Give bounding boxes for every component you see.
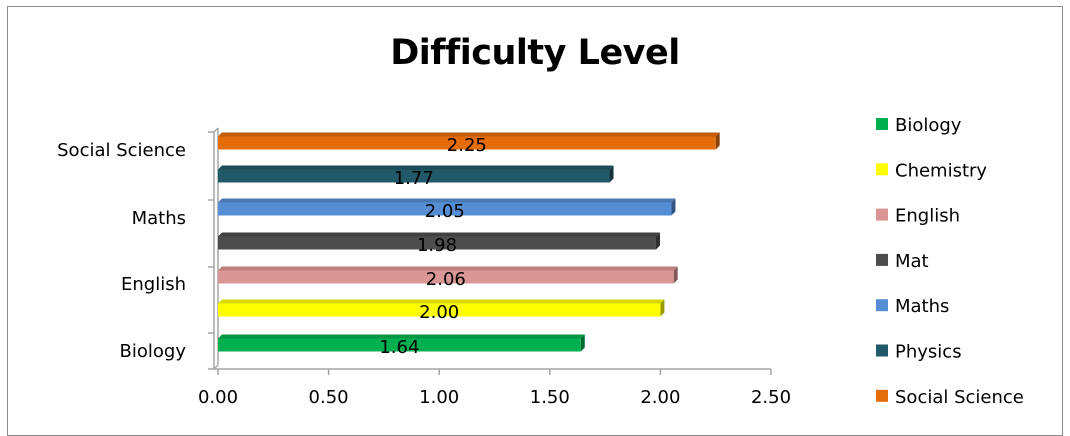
bar-top-face bbox=[218, 266, 678, 271]
legend-item: Biology bbox=[876, 115, 962, 136]
legend-label: Biology bbox=[895, 115, 962, 136]
data-label: 1.77 bbox=[394, 168, 434, 189]
bar-chemistry bbox=[218, 299, 665, 317]
bar-end-face bbox=[671, 198, 676, 216]
data-label: 2.05 bbox=[425, 201, 465, 222]
legend-item: Social Science bbox=[876, 387, 1024, 408]
legend-item: Physics bbox=[876, 342, 962, 363]
bar-end-face bbox=[673, 266, 678, 284]
legend-label: Physics bbox=[895, 342, 962, 363]
bar-top-face bbox=[218, 165, 614, 170]
bar-end-face bbox=[655, 232, 660, 250]
x-tick-label: 2.50 bbox=[751, 387, 791, 408]
y-axis-top-edge bbox=[213, 127, 219, 133]
bar-top-face bbox=[218, 334, 585, 339]
axes bbox=[208, 127, 772, 375]
x-tick-labels: 0.00 0.50 1.00 1.50 2.00 2.50 bbox=[198, 387, 791, 408]
legend-label: Social Science bbox=[895, 387, 1024, 408]
bar-end-face bbox=[609, 165, 614, 183]
bar-front-face bbox=[218, 136, 716, 150]
x-tick-label: 1.50 bbox=[530, 387, 570, 408]
bar-chart: 1.642.002.061.982.051.772.25 0.00 0.50 1.0… bbox=[57, 115, 1024, 408]
y-tick-label: Maths bbox=[132, 208, 186, 229]
bar-front-face bbox=[218, 169, 610, 183]
bar-top-face bbox=[218, 198, 676, 203]
bar-mat bbox=[218, 232, 660, 250]
y-tick-labels: Biology English Maths Social Science bbox=[57, 140, 186, 362]
y-tick-label: English bbox=[121, 274, 186, 295]
legend: Biology Chemistry English Mat Maths Physics So… bbox=[876, 115, 1024, 408]
legend-swatch bbox=[876, 163, 888, 176]
legend-label: Maths bbox=[895, 296, 949, 317]
legend-swatch bbox=[876, 299, 888, 312]
bar-front-face bbox=[218, 270, 674, 284]
bar-front-face bbox=[218, 202, 672, 216]
data-label: 1.64 bbox=[379, 337, 419, 358]
bar-end-face bbox=[715, 132, 720, 150]
legend-swatch bbox=[876, 208, 888, 221]
bar-maths bbox=[218, 198, 676, 216]
chart-title: Difficulty Level bbox=[390, 33, 680, 73]
legend-label: English bbox=[895, 206, 960, 227]
legend-item: Chemistry bbox=[876, 160, 987, 181]
chart-frame bbox=[7, 6, 1063, 436]
x-tick-label: 2.00 bbox=[640, 387, 680, 408]
data-label: 2.06 bbox=[426, 269, 466, 290]
data-label: 2.00 bbox=[419, 302, 459, 323]
legend-label: Chemistry bbox=[895, 160, 987, 181]
legend-swatch bbox=[876, 253, 888, 266]
legend-item: English bbox=[876, 206, 960, 227]
x-tick-label: 0.50 bbox=[309, 387, 349, 408]
legend-swatch bbox=[876, 389, 888, 402]
data-label: 2.25 bbox=[447, 135, 487, 156]
bar-front-face bbox=[218, 303, 661, 317]
bar-social-science bbox=[218, 132, 720, 150]
y-tick-label: Biology bbox=[120, 341, 187, 362]
bar-english bbox=[218, 266, 678, 284]
bar-physics bbox=[218, 165, 614, 183]
legend-label: Mat bbox=[895, 251, 929, 272]
x-tick-label: 0.00 bbox=[198, 387, 238, 408]
legend-swatch bbox=[876, 118, 888, 130]
bars bbox=[218, 132, 720, 352]
legend-item: Mat bbox=[876, 251, 929, 272]
bar-top-face bbox=[218, 232, 660, 237]
bar-end-face bbox=[580, 334, 585, 352]
bar-top-face bbox=[218, 299, 665, 304]
x-tick-label: 1.00 bbox=[419, 387, 459, 408]
bar-front-face bbox=[218, 236, 656, 250]
x-axis-depth-edge bbox=[213, 364, 219, 370]
bar-biology bbox=[218, 334, 585, 352]
data-label: 1.98 bbox=[417, 235, 457, 256]
bar-top-face bbox=[218, 132, 720, 137]
legend-item: Maths bbox=[876, 296, 949, 317]
data-labels: 1.642.00 2.06 1.98 2.05 1.77 2.25 bbox=[379, 135, 487, 358]
bar-front-face bbox=[218, 338, 581, 352]
y-tick-label: Social Science bbox=[57, 140, 186, 161]
legend-swatch bbox=[876, 344, 888, 357]
bar-end-face bbox=[660, 299, 665, 317]
